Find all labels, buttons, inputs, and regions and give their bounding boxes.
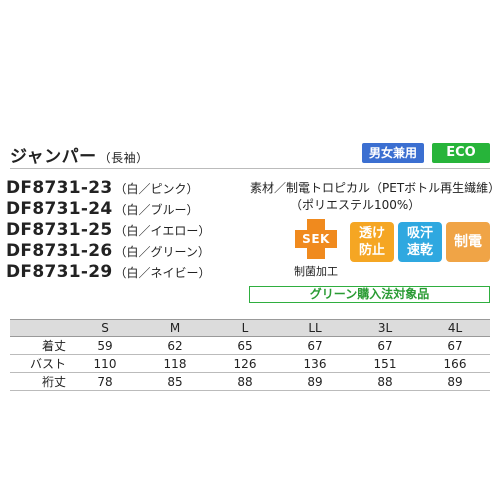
model-code: DF8731-24 bbox=[6, 199, 113, 219]
model-color: （白／ネイビー） bbox=[114, 266, 211, 280]
antistatic-badge: 制電 bbox=[446, 222, 490, 262]
header-cell: L bbox=[210, 319, 280, 337]
material-composition: （ポリエステル100%） bbox=[290, 198, 421, 212]
table-row: 着丈 59 62 65 67 67 67 bbox=[10, 336, 490, 355]
table-cell: 67 bbox=[420, 336, 490, 355]
model-item: DF8731-24 （白／ブルー） bbox=[6, 199, 246, 220]
model-item: DF8731-23 （白／ピンク） bbox=[6, 178, 246, 199]
title-divider bbox=[10, 168, 490, 169]
unisex-badge: 男女兼用 bbox=[362, 143, 424, 163]
header-cell bbox=[10, 319, 70, 337]
model-code: DF8731-23 bbox=[6, 178, 113, 198]
model-item: DF8731-25 （白／イエロー） bbox=[6, 220, 246, 241]
table-cell: 166 bbox=[420, 354, 490, 373]
badge-label: 吸汗速乾 bbox=[406, 226, 433, 258]
table-row: 裄丈 78 85 88 89 88 89 bbox=[10, 372, 490, 391]
badge-label: 制電 bbox=[454, 233, 482, 250]
table-cell: 88 bbox=[210, 372, 280, 391]
model-color: （白／ブルー） bbox=[114, 203, 199, 217]
badge-label: 透け防止 bbox=[358, 226, 385, 258]
sek-cross-icon: SEK bbox=[295, 219, 337, 259]
header-cell: S bbox=[70, 319, 140, 337]
product-name: ジャンパー bbox=[10, 147, 97, 167]
header-cell: M bbox=[140, 319, 210, 337]
model-color: （白／グリーン） bbox=[114, 245, 210, 259]
model-color: （白／イエロー） bbox=[114, 224, 211, 238]
table-cell: 59 bbox=[70, 336, 140, 355]
material-line: 素材／制電トロピカル（PETボトル再生繊維） bbox=[250, 181, 500, 195]
sek-logo-text: SEK bbox=[302, 232, 330, 246]
model-code: DF8731-25 bbox=[6, 220, 113, 240]
model-item: DF8731-26 （白／グリーン） bbox=[6, 241, 246, 262]
table-cell: 89 bbox=[280, 372, 350, 391]
model-list: DF8731-23 （白／ピンク） DF8731-24 （白／ブルー） DF8731… bbox=[6, 178, 246, 283]
row-label: バスト bbox=[10, 354, 70, 373]
row-label: 着丈 bbox=[10, 336, 70, 355]
table-row: バスト 110 118 126 136 151 166 bbox=[10, 354, 490, 373]
model-item: DF8731-29 （白／ネイビー） bbox=[6, 262, 246, 283]
green-purchasing-label: グリーン購入法対象品 bbox=[249, 286, 490, 303]
table-cell: 136 bbox=[280, 354, 350, 373]
size-table: S M L LL 3L 4L 着丈 59 62 65 67 67 67 バスト … bbox=[10, 319, 490, 391]
table-cell: 67 bbox=[350, 336, 420, 355]
row-label: 裄丈 bbox=[10, 372, 70, 391]
table-cell: 85 bbox=[140, 372, 210, 391]
product-title: ジャンパー （長袖） bbox=[10, 142, 149, 167]
eco-badge: ECO bbox=[432, 143, 490, 163]
material-info: 素材／制電トロピカル（PETボトル再生繊維） （ポリエステル100%） bbox=[250, 180, 500, 214]
title-row: ジャンパー （長袖） 男女兼用 ECO bbox=[10, 142, 490, 167]
model-code: DF8731-29 bbox=[6, 262, 113, 282]
product-sleeve-type: （長袖） bbox=[98, 151, 149, 165]
sek-antibacterial-mark: SEK 制菌加工 bbox=[288, 219, 344, 279]
size-header-row: S M L LL 3L 4L bbox=[10, 319, 490, 337]
header-cell: LL bbox=[280, 319, 350, 337]
model-code: DF8731-26 bbox=[6, 241, 113, 261]
moisture-wicking-badge: 吸汗速乾 bbox=[398, 222, 442, 262]
table-cell: 118 bbox=[140, 354, 210, 373]
anti-see-through-badge: 透け防止 bbox=[350, 222, 394, 262]
sek-caption: 制菌加工 bbox=[294, 265, 338, 278]
table-cell: 126 bbox=[210, 354, 280, 373]
table-cell: 151 bbox=[350, 354, 420, 373]
model-color: （白／ピンク） bbox=[114, 182, 199, 196]
header-cell: 3L bbox=[350, 319, 420, 337]
table-cell: 78 bbox=[70, 372, 140, 391]
table-cell: 89 bbox=[420, 372, 490, 391]
table-cell: 67 bbox=[280, 336, 350, 355]
header-cell: 4L bbox=[420, 319, 490, 337]
table-cell: 65 bbox=[210, 336, 280, 355]
table-cell: 110 bbox=[70, 354, 140, 373]
table-cell: 88 bbox=[350, 372, 420, 391]
table-cell: 62 bbox=[140, 336, 210, 355]
